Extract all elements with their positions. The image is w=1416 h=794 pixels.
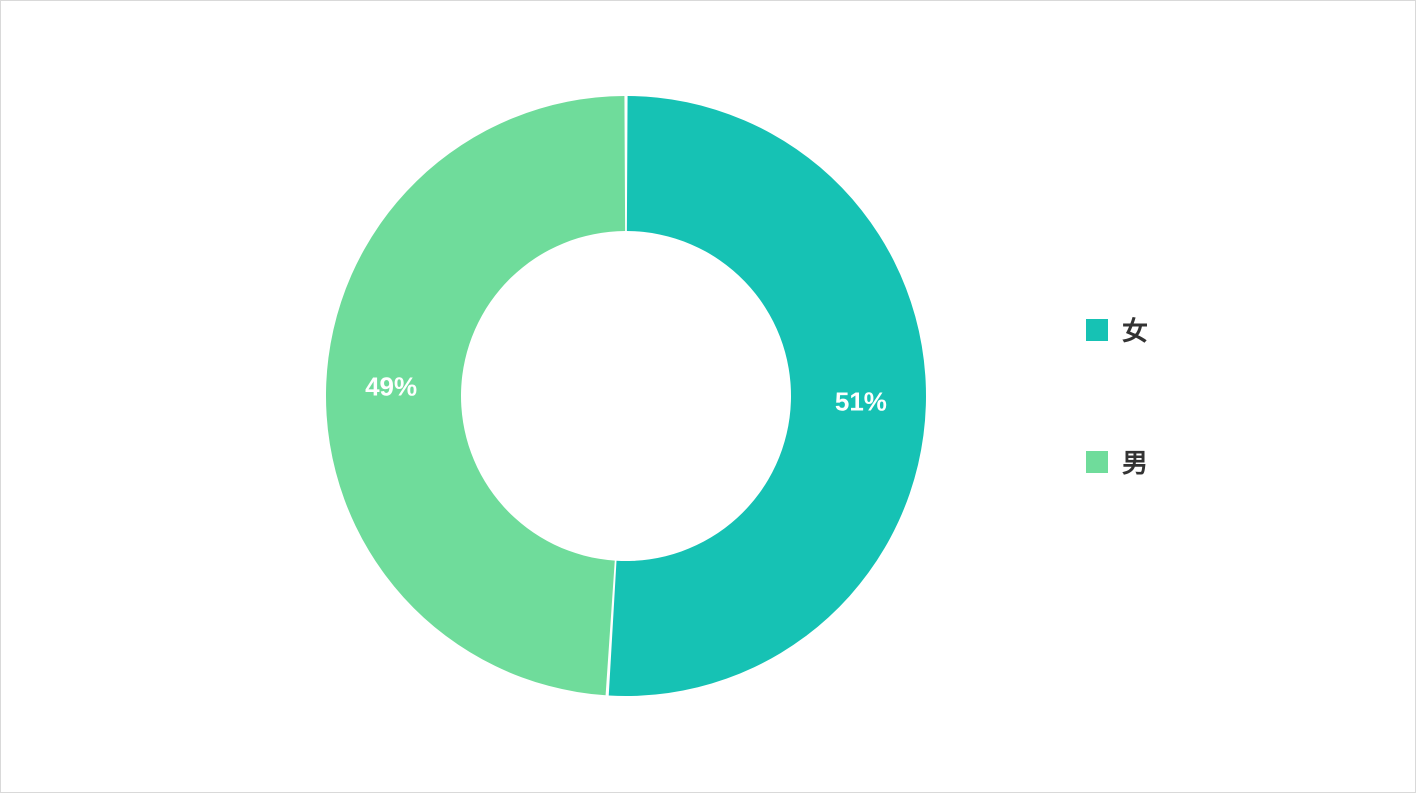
legend-label-male: 男 [1122,443,1148,480]
legend: 女 男 [1086,311,1148,480]
slice-label-male: 49% [365,371,417,401]
donut-chart: 51% 49% [1,1,1416,794]
legend-swatch-female [1086,319,1108,341]
chart-frame: 51% 49% 女 男 [0,0,1416,793]
legend-swatch-male [1086,451,1108,473]
legend-item-female: 女 [1086,311,1148,348]
slice-label-female: 51% [835,386,887,416]
legend-item-male: 男 [1086,443,1148,480]
legend-label-female: 女 [1122,311,1148,348]
